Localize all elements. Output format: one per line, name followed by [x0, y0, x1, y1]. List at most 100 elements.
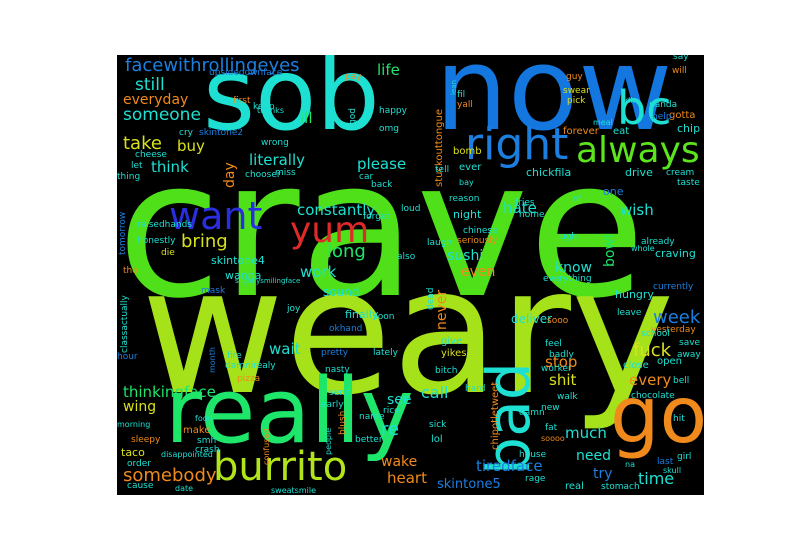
word-one: one	[603, 185, 624, 198]
word-month: month	[208, 347, 217, 373]
word-crave: crave	[117, 119, 646, 340]
word-week: week	[653, 307, 701, 328]
word-fat: fat	[545, 423, 558, 433]
word-chinese: chinese	[463, 226, 498, 236]
word-raisedhands: raisedhands	[137, 220, 192, 230]
word-cheese: cheese	[135, 150, 167, 160]
word-still: still	[135, 75, 165, 95]
word-life: life	[377, 61, 400, 79]
word-currently: currently	[653, 282, 694, 292]
word-buy: buy	[177, 137, 205, 155]
word-wing: wing	[123, 399, 157, 415]
word-pay: pay	[345, 72, 362, 82]
word-let: let	[131, 161, 143, 171]
word-happy: happy	[379, 106, 407, 116]
word-work: work	[300, 263, 337, 281]
word-deliver: deliver	[511, 312, 553, 326]
word-somebody: somebody	[123, 465, 217, 486]
word-worker: worker	[541, 364, 572, 374]
word-skintone2: skintone2	[199, 128, 244, 138]
word-see: see	[387, 392, 412, 408]
word-wanna: wanna	[225, 269, 262, 282]
word-nasty: nasty	[325, 365, 350, 375]
word-crash: crash	[195, 445, 220, 455]
word-constantly: constantly	[297, 201, 376, 219]
word-take: take	[123, 133, 162, 154]
word-fuck: fuck	[633, 340, 672, 361]
word-yum: yum	[290, 210, 370, 251]
word-help: help	[652, 112, 672, 122]
word-even: even	[461, 264, 496, 280]
word-morning: morning	[117, 420, 151, 429]
word-leave: leave	[617, 308, 642, 318]
word-bc: bc	[617, 81, 672, 135]
word-disappointed: disappointed	[161, 450, 213, 459]
word-please: please	[357, 155, 407, 173]
word-never: never	[434, 289, 450, 330]
word-wake: wake	[381, 454, 418, 470]
word-chipotletweet: chipotletweet	[490, 381, 501, 450]
word-order: order	[127, 459, 151, 469]
word-chocolate: chocolate	[631, 391, 675, 401]
word-thing: thing	[117, 172, 141, 182]
word-finally: finally	[345, 308, 379, 321]
word-bell: bell	[673, 376, 690, 386]
word-smh: smh	[197, 436, 217, 446]
word-save: save	[679, 338, 701, 348]
word-pretty: pretty	[321, 348, 349, 358]
word-tho: tho	[123, 266, 138, 276]
word-skintone4: skintone4	[211, 254, 265, 267]
word-away: away	[677, 350, 701, 360]
word-fil: fil	[457, 90, 466, 100]
word-try: try	[593, 466, 613, 482]
word-bomb: bomb	[453, 146, 482, 157]
word-cream: cream	[666, 168, 695, 178]
word-day: day	[222, 162, 238, 188]
word-laugh: laugh	[427, 238, 453, 248]
word-now: now	[435, 55, 673, 157]
word-home: home	[519, 210, 545, 220]
word-dead: dead	[426, 287, 436, 310]
word-damnirealy: damnirealy	[225, 361, 276, 371]
word-people: people	[324, 427, 333, 455]
word-stop: stop	[545, 353, 578, 371]
word-everything: everything	[543, 274, 592, 284]
word-forever: forever	[563, 126, 599, 137]
word-make: make	[183, 425, 211, 436]
word-yikes: yikes	[441, 348, 467, 359]
word-first: first	[233, 96, 251, 106]
word-mask: mask	[201, 286, 226, 296]
word-drive: drive	[625, 166, 653, 179]
word-open: open	[657, 356, 682, 367]
word-time: time	[638, 469, 675, 488]
word-lean: lean	[450, 80, 458, 95]
word-sooo: sooo	[547, 316, 569, 326]
word-girl: girl	[677, 452, 692, 462]
word-meal: meal	[593, 118, 613, 127]
word-taste: taste	[677, 178, 700, 188]
word-send: send	[329, 388, 351, 398]
word-sleepy: sleepy	[131, 435, 161, 445]
word-seriously: seriously	[457, 236, 498, 246]
word-close: close	[623, 360, 649, 371]
word-chip: chip	[677, 122, 701, 135]
word-say: say	[673, 55, 689, 62]
word-taco: taco	[121, 446, 145, 459]
word-miss: miss	[275, 168, 296, 178]
word-think: think	[151, 158, 189, 176]
word-joy: joy	[287, 304, 301, 314]
word-rage: rage	[525, 474, 546, 484]
word-panda: panda	[649, 100, 678, 110]
word-forget: forget	[363, 212, 390, 222]
word-real: real	[565, 481, 584, 492]
word-bitch: bitch	[435, 366, 458, 376]
word-every: every	[629, 371, 672, 389]
word-tiredface: tiredface	[476, 457, 543, 475]
word-lol: lol	[431, 434, 443, 445]
word-yesterday: yesterday	[651, 325, 696, 335]
word-reason: reason	[449, 194, 480, 204]
word-swear: swear	[563, 86, 590, 96]
word-new: new	[541, 403, 560, 413]
word-facewithrollingeyes: facewithrollingeyes	[125, 55, 300, 76]
word-fries: fries	[515, 198, 535, 208]
